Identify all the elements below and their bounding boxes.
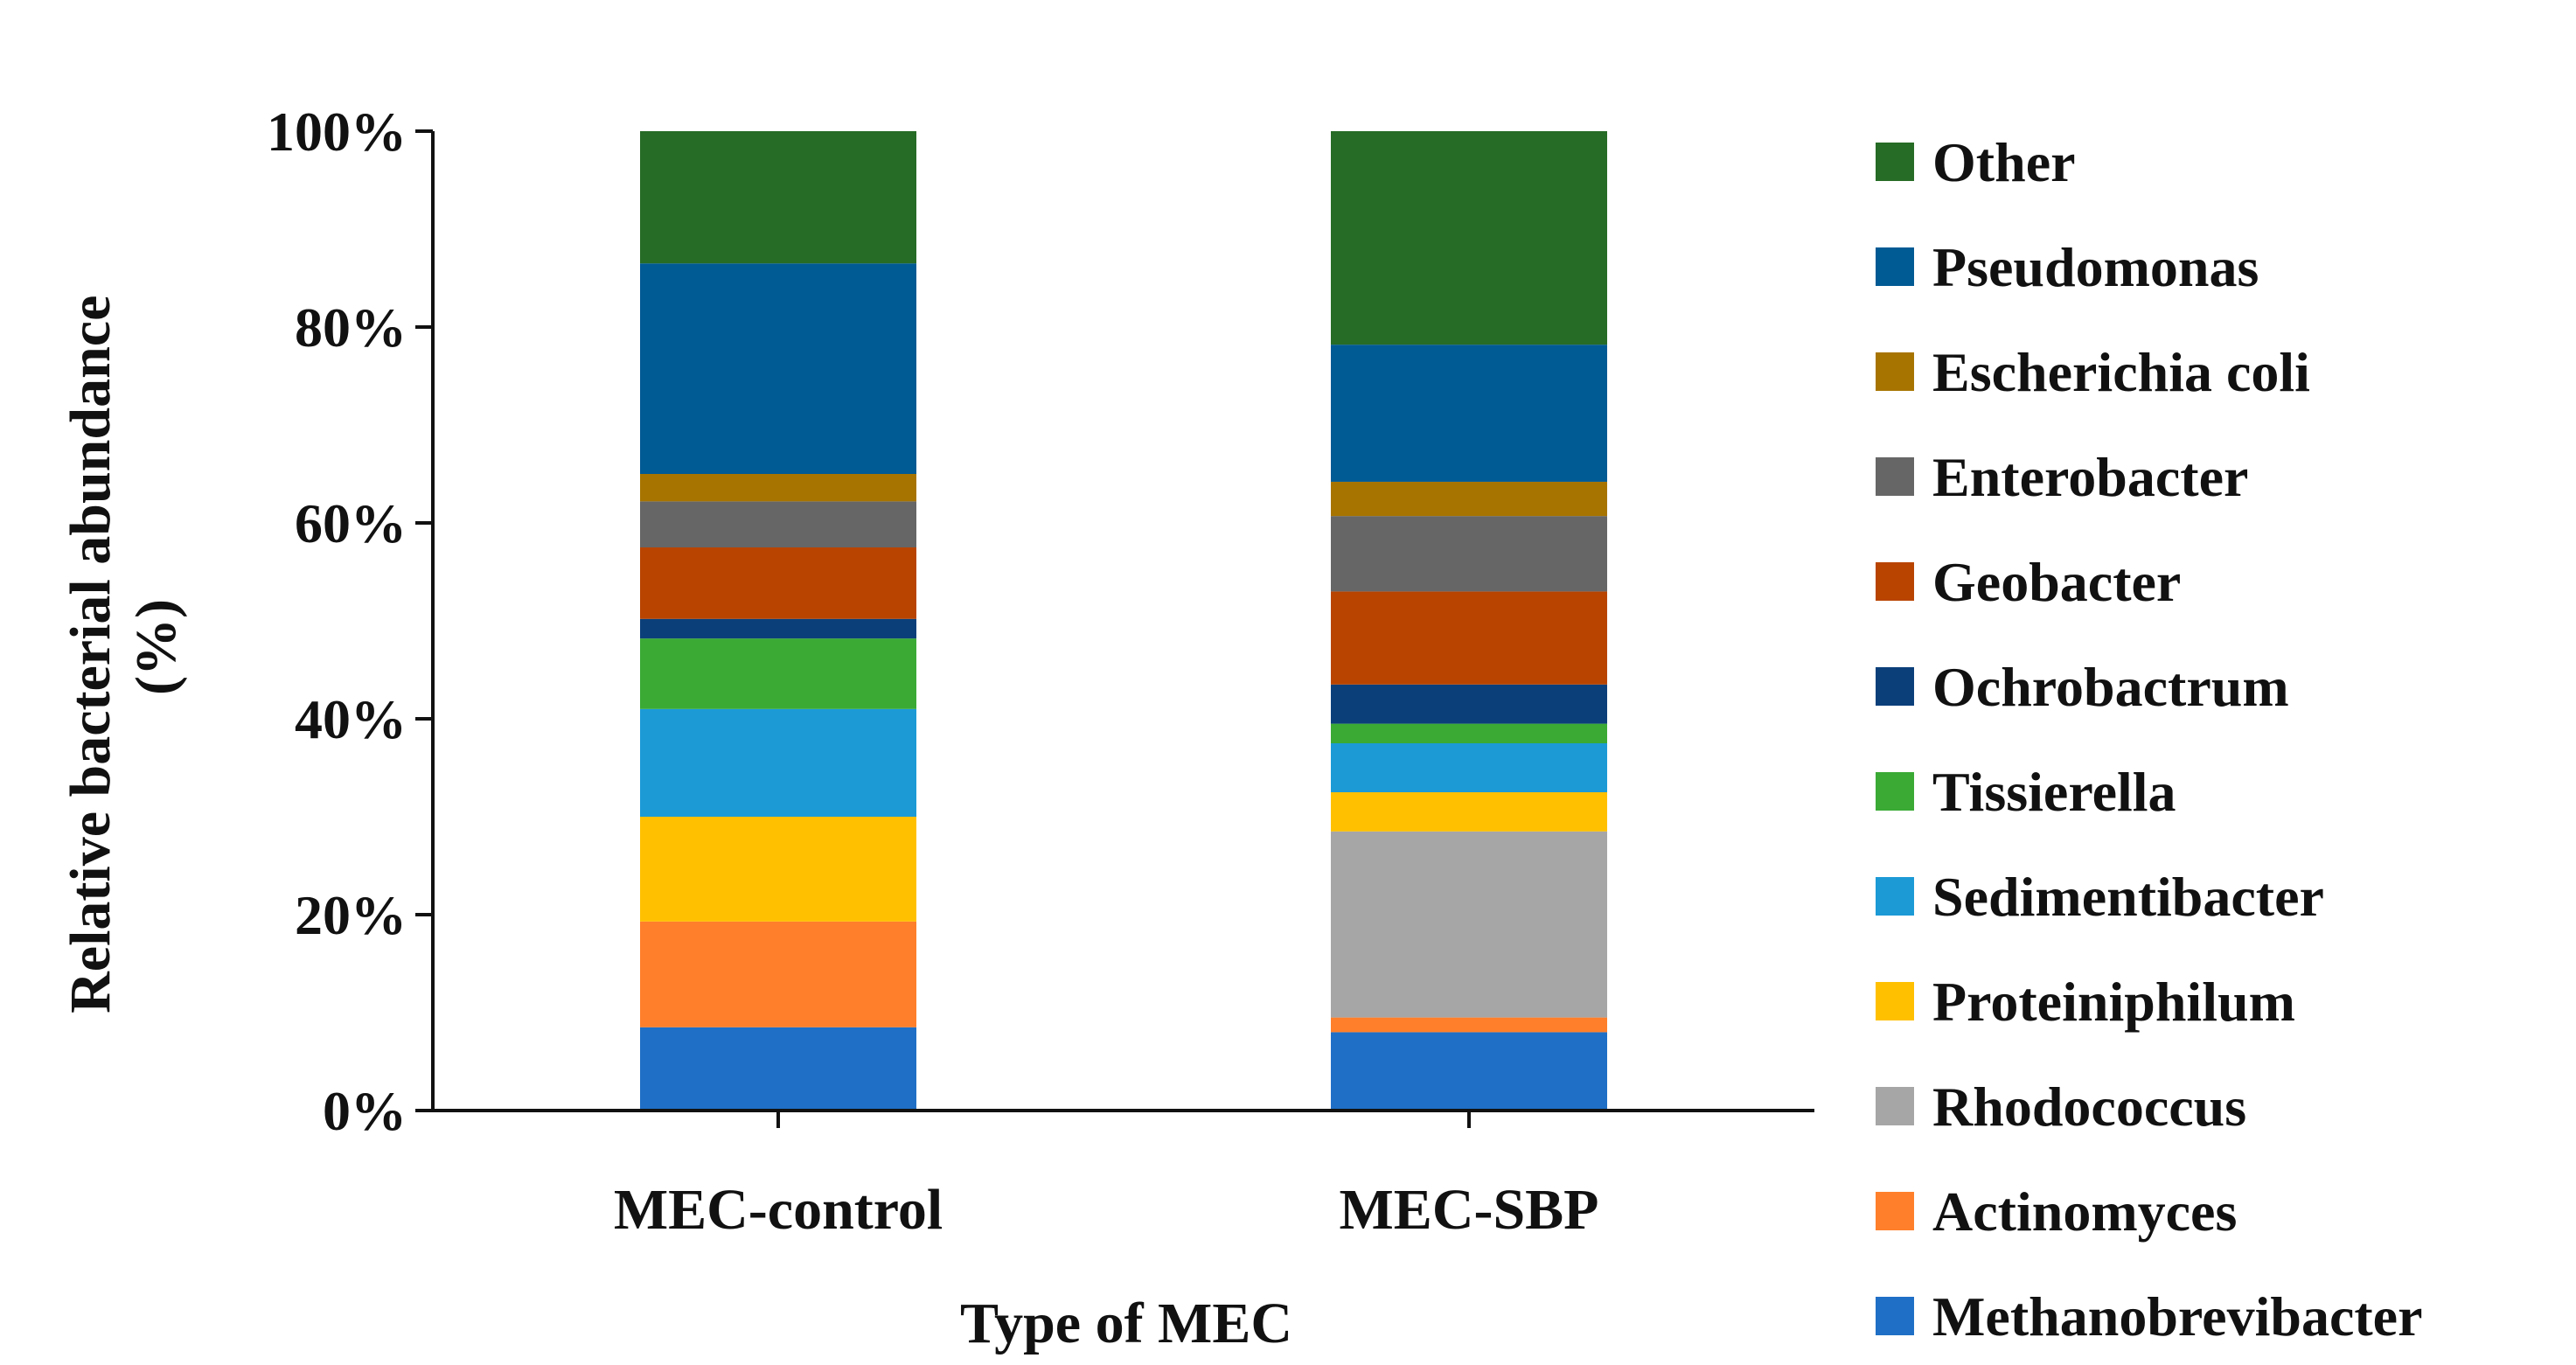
legend-swatch-methanobrevibacter [1876, 1297, 1914, 1335]
bars-layer [640, 131, 1607, 1111]
legend: Other Pseudomonas Escherichia coli Enteroba… [1876, 131, 2422, 1348]
x-categories-layer: MEC-control MEC-SBP [614, 1111, 1599, 1242]
legend-label-escherichia-coli: Escherichia coli [1932, 341, 2310, 403]
bar-segment-mec-control-actinomyces [640, 921, 916, 1027]
bar-segment-mec-control-sedimentibacter [640, 708, 916, 817]
bar-segment-mec-control-methanobrevibacter [640, 1027, 916, 1111]
legend-label-methanobrevibacter: Methanobrevibacter [1932, 1285, 2422, 1348]
y-tick-label: 100% [267, 101, 407, 163]
bar-segment-mec-control-proteiniphilum [640, 817, 916, 922]
bar-segment-mec-sbp-sedimentibacter [1331, 743, 1607, 792]
x-category-label-mec-sbp: MEC-SBP [1340, 1178, 1599, 1242]
y-tick-label: 0% [323, 1080, 407, 1142]
legend-label-ochrobactrum: Ochrobactrum [1932, 656, 2289, 718]
legend-swatch-escherichia-coli [1876, 352, 1914, 391]
bar-segment-mec-sbp-other [1331, 131, 1607, 345]
legend-label-other: Other [1932, 131, 2076, 193]
legend-swatch-rhodococcus [1876, 1087, 1914, 1125]
y-tick-label: 80% [295, 296, 407, 359]
legend-label-actinomyces: Actinomyces [1932, 1180, 2237, 1243]
y-axis-title-line-2: (%) [124, 599, 188, 695]
legend-swatch-actinomyces [1876, 1192, 1914, 1230]
bar-segment-mec-sbp-geobacter [1331, 591, 1607, 685]
bar-segment-mec-sbp-rhodococcus [1331, 831, 1607, 1018]
bar-segment-mec-sbp-enterobacter [1331, 516, 1607, 592]
legend-label-pseudomonas: Pseudomonas [1932, 236, 2259, 298]
x-category-label-mec-control: MEC-control [614, 1178, 943, 1242]
bar-segment-mec-sbp-methanobrevibacter [1331, 1032, 1607, 1111]
bar-segment-mec-sbp-actinomyces [1331, 1017, 1607, 1033]
legend-label-proteiniphilum: Proteiniphilum [1932, 971, 2295, 1033]
bar-segment-mec-control-geobacter [640, 547, 916, 619]
bar-segment-mec-control-pseudomonas [640, 263, 916, 474]
legend-swatch-enterobacter [1876, 457, 1914, 496]
bar-segment-mec-sbp-proteiniphilum [1331, 792, 1607, 832]
legend-label-sedimentibacter: Sedimentibacter [1932, 866, 2324, 928]
legend-swatch-ochrobactrum [1876, 667, 1914, 706]
y-tick-label: 20% [295, 884, 407, 946]
legend-label-geobacter: Geobacter [1932, 551, 2181, 613]
bar-segment-mec-control-escherichia-coli [640, 474, 916, 502]
y-tick-label: 60% [295, 492, 407, 554]
y-tick-label: 40% [295, 688, 407, 750]
legend-swatch-geobacter [1876, 562, 1914, 601]
y-axis-title: Relative bacterial abundance (%) [59, 281, 188, 1013]
bar-segment-mec-control-tissierella [640, 638, 916, 709]
y-ticks-layer: 0% 20% 40% 60% 80% 100% [267, 101, 433, 1142]
bar-segment-mec-control-enterobacter [640, 501, 916, 547]
legend-swatch-proteiniphilum [1876, 982, 1914, 1020]
bar-segment-mec-control-ochrobactrum [640, 618, 916, 639]
x-axis-title: Type of MEC [960, 1292, 1292, 1355]
bar-segment-mec-sbp-tissierella [1331, 723, 1607, 743]
bar-segment-mec-sbp-pseudomonas [1331, 345, 1607, 482]
legend-swatch-pseudomonas [1876, 247, 1914, 286]
legend-label-enterobacter: Enterobacter [1932, 446, 2248, 508]
legend-label-tissierella: Tissierella [1932, 761, 2176, 823]
axes-layer [431, 131, 1814, 1112]
bar-segment-mec-control-other [640, 131, 916, 264]
legend-swatch-tissierella [1876, 772, 1914, 811]
legend-swatch-sedimentibacter [1876, 877, 1914, 916]
legend-label-rhodococcus: Rhodococcus [1932, 1076, 2246, 1138]
legend-swatch-other [1876, 143, 1914, 181]
bar-segment-mec-sbp-ochrobactrum [1331, 684, 1607, 724]
y-axis-title-line-1: Relative bacterial abundance [59, 296, 122, 1013]
bar-segment-mec-sbp-escherichia-coli [1331, 481, 1607, 517]
